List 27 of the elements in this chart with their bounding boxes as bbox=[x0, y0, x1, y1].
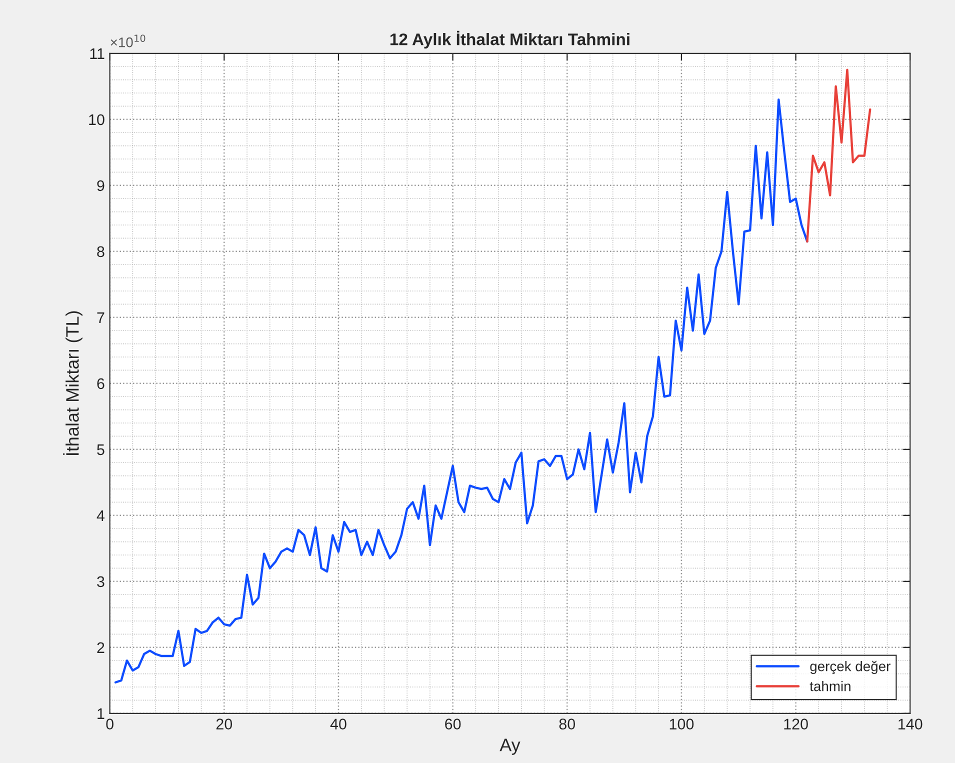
text: ×10$^{10}$ bbox=[110, 34, 146, 48]
legend-label: tahmin bbox=[810, 681, 850, 692]
y-tick-label: 2 bbox=[97, 642, 104, 653]
y-tick-label: 7 bbox=[97, 312, 104, 323]
y-tick-label: 11 bbox=[90, 48, 104, 59]
x-axis-title: Ay bbox=[500, 738, 520, 755]
x-tick-label: 100 bbox=[670, 718, 694, 730]
line-series bbox=[806, 68, 872, 243]
y-tick-label: 5 bbox=[97, 444, 104, 456]
x-tick-label: 80 bbox=[559, 718, 576, 730]
y-tick-label: 9 bbox=[97, 180, 104, 192]
y-tick-label: 8 bbox=[97, 246, 104, 258]
chart-title: 12 Aylık İthalat Miktarı Tahmini bbox=[390, 30, 630, 49]
x-tick-label: 140 bbox=[898, 718, 922, 730]
legend-label: gerçek değer bbox=[810, 660, 890, 674]
x-tick-label: 0 bbox=[106, 718, 114, 730]
y-axis-title: İthalat Miktarı (TL) bbox=[63, 311, 82, 455]
x-tick-label: 40 bbox=[330, 718, 346, 730]
y-tick-label: 6 bbox=[97, 378, 104, 390]
y-tick-label: 10 bbox=[89, 114, 104, 126]
x-tick-label: 120 bbox=[784, 718, 808, 730]
x-tick-label: 20 bbox=[216, 718, 232, 730]
x-tick-label: 60 bbox=[445, 718, 461, 730]
y-tick-label: 3 bbox=[97, 576, 104, 588]
y-tick-label: 1 bbox=[98, 708, 104, 719]
line-series bbox=[114, 98, 808, 684]
y-tick-label: 4 bbox=[96, 510, 105, 521]
